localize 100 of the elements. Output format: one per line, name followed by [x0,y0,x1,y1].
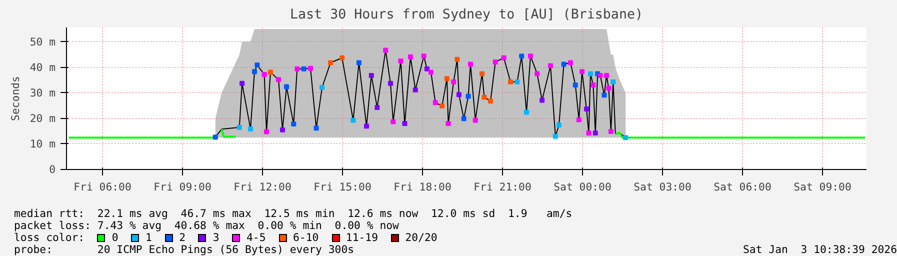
point [590,82,596,88]
point [610,79,616,84]
point [548,63,553,68]
point [408,54,413,60]
point [561,62,566,67]
point [456,92,462,98]
point [412,87,418,92]
point [428,70,434,75]
legend-label: 11-19 [346,231,378,244]
point [294,66,300,72]
point [519,54,524,59]
y-tick-label: 40 m [30,60,56,74]
point [514,79,520,84]
legend-label: 0 [112,231,118,244]
text: probe: 20 ICMP Echo Pings (56 Bytes) every 300s [14,243,354,256]
point [540,98,545,103]
point [398,58,404,64]
legend-label: 1 [145,231,152,244]
point [268,70,273,75]
point [432,100,438,106]
point [492,59,498,64]
legend-label: 3 [212,231,220,244]
point [402,121,408,126]
point [236,124,242,130]
point [446,121,451,126]
point [572,82,578,88]
point [576,117,582,122]
x-tick-label: Fri 21:00 [474,180,532,194]
point [604,73,609,78]
legend-label: 6-10 [293,231,319,244]
point [328,60,333,66]
point [451,79,456,84]
legend-label: 2 [179,231,186,244]
y-tick-label: 0 [49,163,56,176]
y-tick-label: 10 m [30,137,56,150]
point [356,60,362,66]
point [240,80,245,86]
point [368,73,374,78]
point [212,134,218,140]
point [480,71,485,76]
y-axis-title: Seconds [8,76,22,121]
point [472,118,478,123]
point [350,118,356,123]
chart-title: Last 30 Hours from Sydney to [AU] (Brisbane) [290,8,644,22]
point [588,71,593,76]
point [424,66,430,72]
legend-label: 20/20 [405,231,438,244]
point [374,104,380,110]
point [568,60,573,66]
x-tick-label: Fri 12:00 [234,180,292,194]
point [320,85,325,90]
x-tick-label: Sat 03:00 [634,180,692,194]
legend-title: loss color: [14,231,85,244]
point [421,54,426,59]
point [252,69,257,74]
point [262,72,267,77]
point [254,62,260,68]
point [488,98,493,104]
x-tick-label: Sat 06:00 [714,180,772,194]
text: packet loss: 7.43 % avg 40.68 % max 0.00 % min 0.00 % now [14,219,399,232]
point [534,71,540,76]
point [301,66,306,72]
point [606,86,612,91]
point [364,124,369,129]
point [556,122,562,128]
point [482,94,487,100]
x-tick-label: Fri 18:00 [394,180,452,194]
point [552,134,558,139]
point [314,126,319,131]
point [602,92,607,98]
point [388,80,393,86]
x-tick-label: Fri 15:00 [314,180,372,194]
point [528,54,533,59]
point [501,55,506,60]
point [276,77,281,82]
point [284,84,289,90]
point [623,135,628,140]
text: Sat Jan 3 10:38:39 2026 [743,243,897,256]
point [291,122,296,127]
text: median rtt: 22.1 ms avg 46.7 ms max 12.5 ms min 12.6 ms now 12.0 ms sd 1.9 am/s [14,207,572,220]
point [340,55,345,60]
x-tick-label: Fri 09:00 [154,180,212,194]
point [580,69,585,74]
x-tick-label: Sat 09:00 [794,180,852,194]
point [461,116,466,122]
point [592,130,598,136]
point [440,103,445,108]
point [524,110,529,115]
point [468,62,473,67]
point [598,73,603,78]
y-tick-label: 30 m [30,86,56,100]
point [466,94,471,99]
point [508,79,513,84]
point [454,56,460,62]
point [608,128,614,134]
point [584,106,589,112]
point [586,130,592,136]
y-tick-label: 50 m [30,35,56,48]
point [390,119,396,124]
x-tick-label: Sat 00:00 [554,180,612,194]
